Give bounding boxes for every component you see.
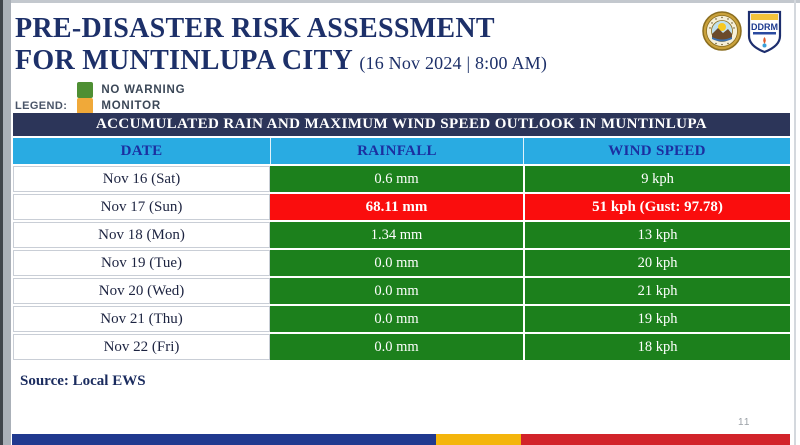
city-seal-icon [702, 10, 742, 57]
table-row: Nov 17 (Sun) 68.11 mm 51 kph (Gust: 97.7… [13, 194, 790, 220]
legend-swatch [77, 82, 94, 98]
outlook-table: ACCUMULATED RAIN AND MAXIMUM WIND SPEED … [13, 113, 790, 362]
wind-cell: 18 kph [523, 334, 790, 360]
table-row: Nov 18 (Mon) 1.34 mm 13 kph [13, 222, 790, 248]
legend-swatch [77, 98, 94, 114]
footer-stripe-red [521, 434, 790, 445]
table-row: Nov 20 (Wed) 0.0 mm 21 kph [13, 278, 790, 304]
rainfall-cell: 1.34 mm [270, 222, 523, 248]
date-cell: Nov 18 (Mon) [13, 222, 270, 248]
table-body: Nov 16 (Sat) 0.6 mm 9 kph Nov 17 (Sun) 6… [13, 166, 790, 360]
ddrm-logo-text: DDRM [751, 22, 778, 32]
date-cell: Nov 16 (Sat) [13, 166, 270, 192]
wind-cell: 19 kph [523, 306, 790, 332]
title-line2: FOR MUNTINLUPA CITY (16 Nov 2024 | 8:00 … [15, 45, 547, 79]
table-row: Nov 22 (Fri) 0.0 mm 18 kph [13, 334, 790, 360]
table-row: Nov 19 (Tue) 0.0 mm 20 kph [13, 250, 790, 276]
wind-cell: 13 kph [523, 222, 790, 248]
footer-stripe-blue [12, 434, 436, 445]
legend-item: NO WARNING [77, 82, 185, 98]
page-title: PRE-DISASTER RISK ASSESSMENT FOR MUNTINL… [15, 12, 547, 79]
column-header-rainfall: RAINFALL [270, 138, 523, 164]
source-note: Source: Local EWS [20, 373, 146, 389]
rainfall-cell: 0.0 mm [270, 306, 523, 332]
column-header-wind-speed: WIND SPEED [523, 138, 790, 164]
title-city: FOR MUNTINLUPA CITY [15, 45, 353, 76]
rainfall-cell: 0.0 mm [270, 278, 523, 304]
legend-title: LEGEND: [15, 100, 68, 112]
wind-cell: 20 kph [523, 250, 790, 276]
footer-stripe-yellow [436, 434, 521, 445]
legend-item-label: NO WARNING [101, 84, 186, 96]
date-cell: Nov 17 (Sun) [13, 194, 270, 220]
table-header-row: DATE RAINFALL WIND SPEED [13, 138, 790, 164]
ddrm-logo-icon: DDRM [747, 10, 782, 59]
date-cell: Nov 22 (Fri) [13, 334, 270, 360]
legend-item: MONITOR [77, 98, 185, 114]
wind-cell: 21 kph [523, 278, 790, 304]
title-line1: PRE-DISASTER RISK ASSESSMENT [15, 13, 495, 44]
rainfall-cell: 68.11 mm [270, 194, 523, 220]
legend-item-label: MONITOR [101, 100, 162, 112]
right-border [794, 0, 796, 445]
page-number: 11 [738, 417, 751, 428]
title-datetime: (16 Nov 2024 | 8:00 AM) [359, 53, 548, 73]
date-cell: Nov 19 (Tue) [13, 250, 270, 276]
date-cell: Nov 21 (Thu) [13, 306, 270, 332]
column-header-date: DATE [13, 138, 270, 164]
rainfall-cell: 0.0 mm [270, 250, 523, 276]
wind-cell: 51 kph (Gust: 97.78) [523, 194, 790, 220]
logo-group: DDRM [702, 10, 782, 59]
table-row: Nov 21 (Thu) 0.0 mm 19 kph [13, 306, 790, 332]
table-row: Nov 16 (Sat) 0.6 mm 9 kph [13, 166, 790, 192]
table-banner: ACCUMULATED RAIN AND MAXIMUM WIND SPEED … [13, 113, 790, 136]
rainfall-cell: 0.0 mm [270, 334, 523, 360]
left-border [0, 0, 11, 445]
top-border [0, 0, 800, 3]
footer-stripe [12, 434, 790, 445]
date-cell: Nov 20 (Wed) [13, 278, 270, 304]
wind-cell: 9 kph [523, 166, 790, 192]
rainfall-cell: 0.6 mm [270, 166, 523, 192]
